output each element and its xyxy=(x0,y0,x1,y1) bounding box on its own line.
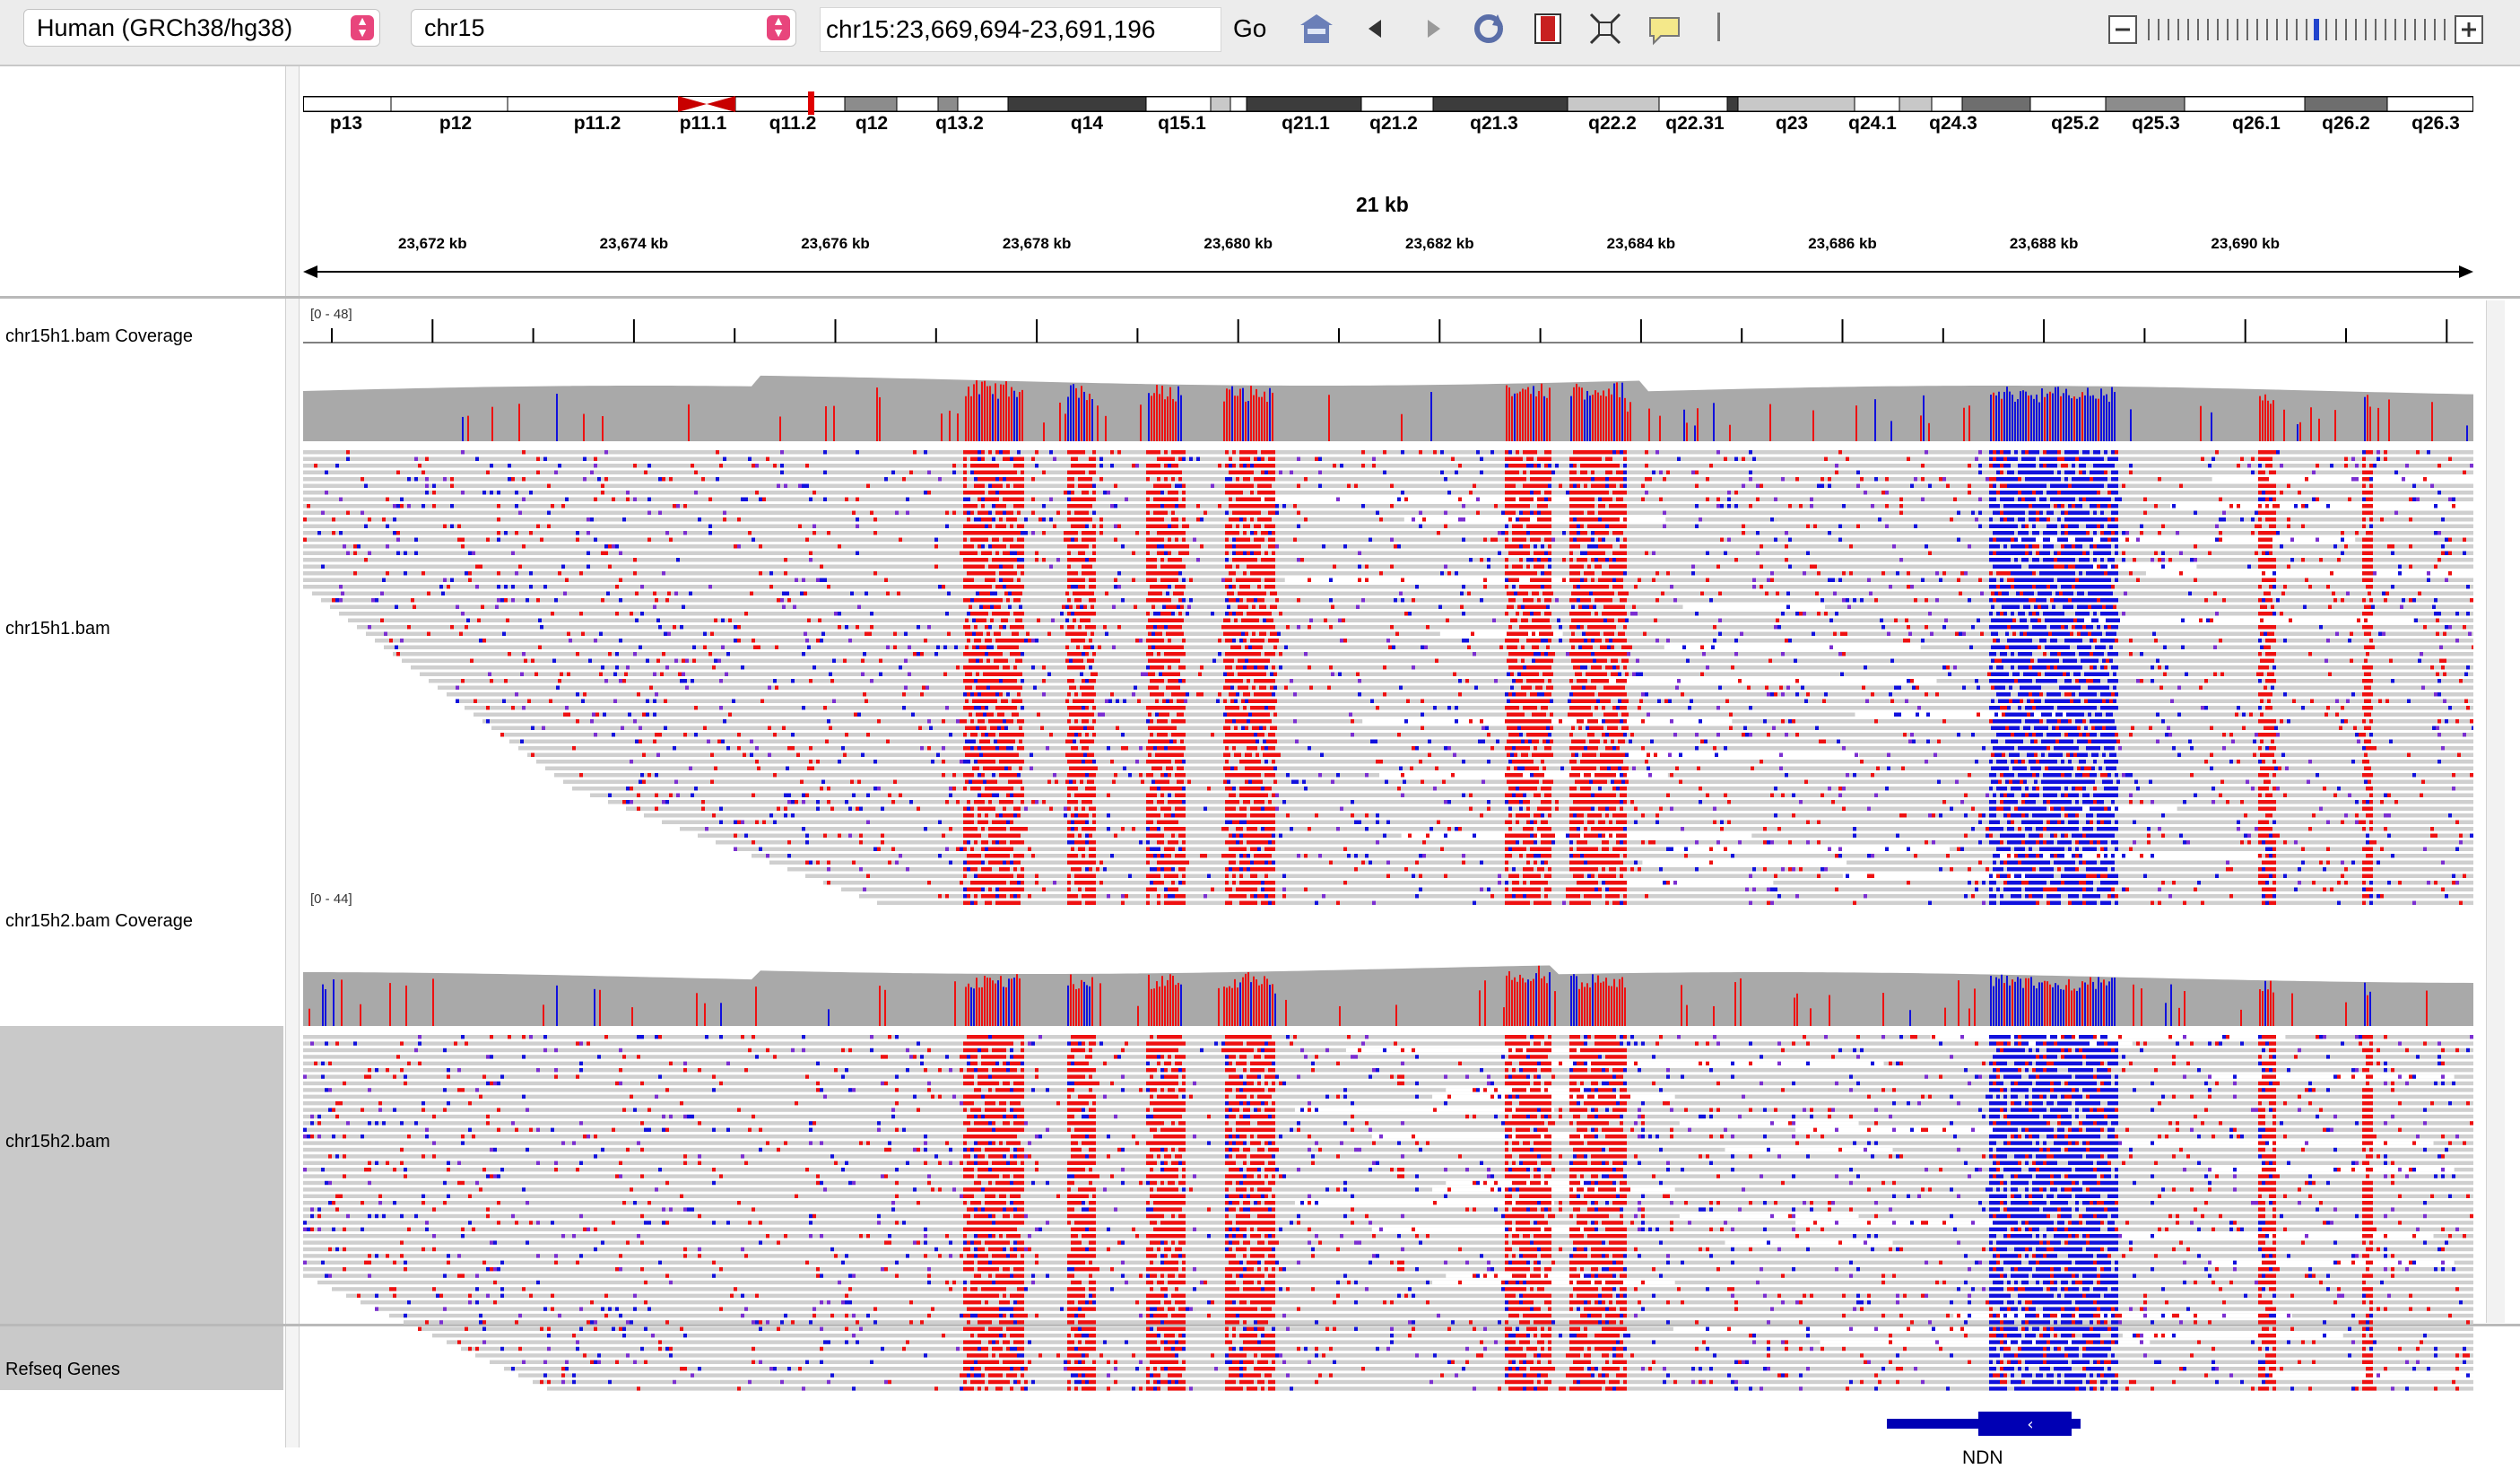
ruler-tick-label: 23,680 kb xyxy=(1167,235,1310,253)
band-label: p11.2 xyxy=(561,113,633,135)
ruler-tick-label: 23,682 kb xyxy=(1368,235,1511,253)
h1-alignment-track[interactable] xyxy=(303,448,2473,906)
selected-track-highlight[interactable] xyxy=(0,1026,283,1390)
toolbar-separator xyxy=(1717,13,1720,41)
h1-alignment-track-name[interactable]: chr15h1.bam xyxy=(5,619,110,639)
region-icon[interactable] xyxy=(1530,11,1566,47)
ndn-strand-icon: ‹ xyxy=(2027,1415,2033,1434)
band-label: q26.3 xyxy=(2400,113,2472,135)
chromosome-select-arrow-icon: ▲▼ xyxy=(767,15,790,40)
band-label: q21.1 xyxy=(1270,113,1342,135)
h1-coverage-track[interactable] xyxy=(303,298,2473,441)
refseq-track[interactable]: ‹ xyxy=(303,1394,2473,1465)
ruler-tick-label: 23,686 kb xyxy=(1771,235,1915,253)
band-label: q14 xyxy=(1051,113,1123,135)
band-label: q22.31 xyxy=(1659,113,1731,135)
data-panel: p13 p12 p11.2 p11.1 q11.2 q12 q13.2 q14 q15.1 q21… xyxy=(298,66,2486,1447)
current-region-marker xyxy=(808,91,814,115)
band-label: q15.1 xyxy=(1146,113,1218,135)
ruler-tick-label: 23,676 kb xyxy=(764,235,908,253)
chromosome-select[interactable]: chr15 ▲▼ xyxy=(411,9,796,47)
band-label: q21.2 xyxy=(1358,113,1429,135)
genome-select[interactable]: Human (GRCh38/hg38) ▲▼ xyxy=(23,9,380,47)
h2-alignment-track[interactable] xyxy=(303,1033,2473,1394)
band-label: p13 xyxy=(310,113,382,135)
refseq-track-name[interactable]: Refseq Genes xyxy=(5,1360,120,1380)
ruler-tick-label: 23,672 kb xyxy=(361,235,504,253)
h1-coverage-track-name[interactable]: chr15h1.bam Coverage xyxy=(5,326,193,347)
band-label: q25.2 xyxy=(2039,113,2111,135)
centromere-right xyxy=(707,96,735,112)
centromere-left xyxy=(678,96,707,112)
band-label: q12 xyxy=(836,113,908,135)
ndn-cds xyxy=(1978,1412,2072,1436)
band-label: q26.2 xyxy=(2310,113,2382,135)
popup-icon[interactable] xyxy=(1647,11,1682,47)
genome-select-value: Human (GRCh38/hg38) xyxy=(37,14,292,41)
band-label: q23 xyxy=(1756,113,1828,135)
span-arrow xyxy=(303,258,2473,285)
genome-select-arrow-icon: ▲▼ xyxy=(351,15,374,40)
band-label: q11.2 xyxy=(757,113,829,135)
toolbar: Human (GRCh38/hg38) ▲▼ chr15 ▲▼ chr15:23… xyxy=(0,0,2520,66)
go-button[interactable]: Go xyxy=(1233,11,1266,47)
h2-coverage-track[interactable] xyxy=(303,882,2473,1026)
track-name-panel: chr15h1.bam Coverage chr15h1.bam chr15h2… xyxy=(0,66,285,1447)
band-label: q25.3 xyxy=(2120,113,2192,135)
zoom-slider[interactable] xyxy=(2107,9,2484,48)
band-label: q24.1 xyxy=(1837,113,1908,135)
vertical-scrollbar[interactable] xyxy=(2486,300,2505,1323)
ruler-tick-label: 23,674 kb xyxy=(562,235,706,253)
band-label: q22.2 xyxy=(1577,113,1648,135)
ruler-tick-label: 23,684 kb xyxy=(1569,235,1713,253)
ruler-tick-label: 23,690 kb xyxy=(2174,235,2317,253)
band-label: p12 xyxy=(420,113,491,135)
back-icon[interactable] xyxy=(1358,11,1394,47)
span-label: 21 kb xyxy=(1343,193,1421,217)
ndn-gene-label[interactable]: NDN xyxy=(1962,1447,2003,1469)
fit-icon[interactable] xyxy=(1587,11,1623,47)
band-label: q26.1 xyxy=(2220,113,2292,135)
band-label: q13.2 xyxy=(924,113,995,135)
home-icon[interactable] xyxy=(1299,11,1334,47)
ruler-tick-label: 23,688 kb xyxy=(1972,235,2116,253)
locus-input[interactable]: chr15:23,669,694-23,691,196 xyxy=(820,7,1221,52)
forward-icon[interactable] xyxy=(1415,11,1451,47)
refresh-icon[interactable] xyxy=(1471,11,1507,47)
band-label: q24.3 xyxy=(1917,113,1989,135)
chromosome-select-value: chr15 xyxy=(424,14,485,41)
h2-coverage-track-name[interactable]: chr15h2.bam Coverage xyxy=(5,911,193,932)
band-label: q21.3 xyxy=(1458,113,1530,135)
ruler-tick-label: 23,678 kb xyxy=(965,235,1108,253)
band-label: p11.1 xyxy=(667,113,739,135)
h2-alignment-track-name[interactable]: chr15h2.bam xyxy=(5,1132,110,1152)
